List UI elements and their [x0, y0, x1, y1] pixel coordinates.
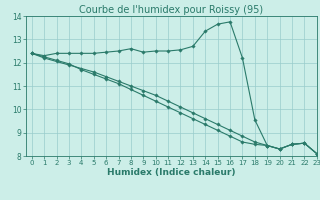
X-axis label: Humidex (Indice chaleur): Humidex (Indice chaleur) [107, 168, 236, 177]
Title: Courbe de l'humidex pour Roissy (95): Courbe de l'humidex pour Roissy (95) [79, 5, 263, 15]
